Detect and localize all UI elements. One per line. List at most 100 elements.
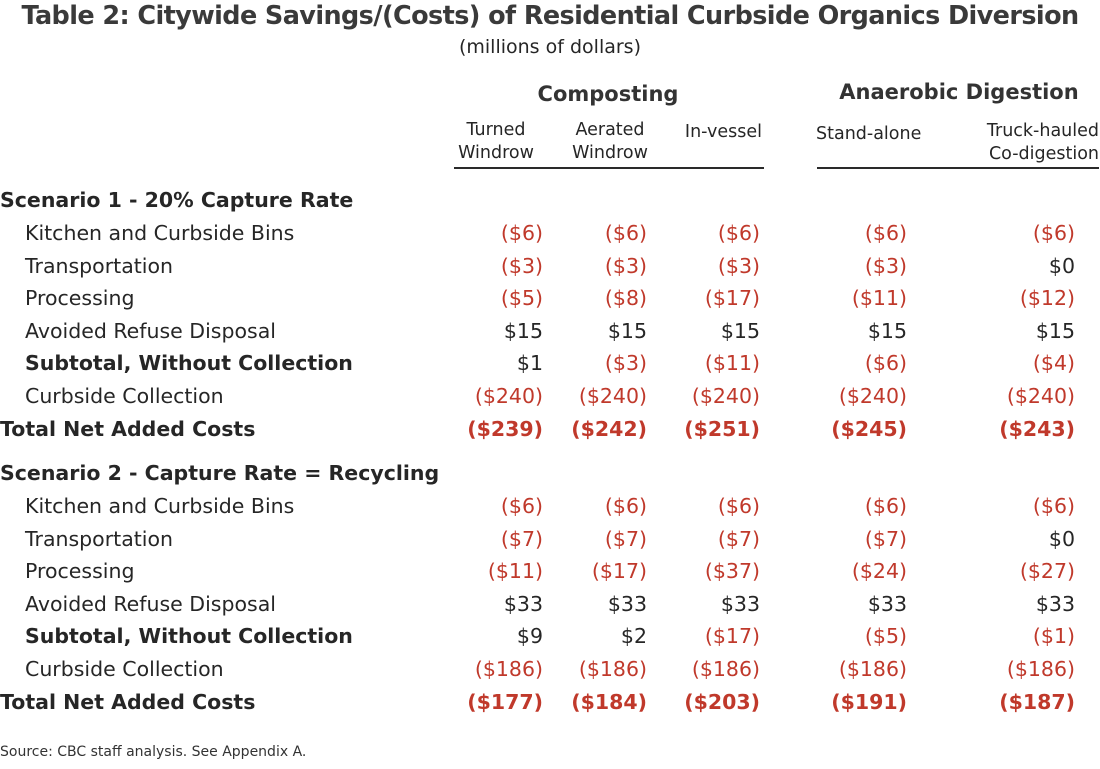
column-header-turned-windrow: Turned Windrow [454, 119, 538, 165]
row-label-total-net-added-costs: Total Net Added Costs [0, 416, 256, 441]
cell-value: ($6) [717, 494, 760, 518]
cell-value: ($239) [467, 416, 543, 441]
column-header-line1: Aerated [575, 120, 645, 140]
header-rule-composting [454, 167, 764, 169]
cell-value: ($6) [604, 221, 647, 245]
table-row: Subtotal, Without Collection $9 $2 ($17) ($5… [0, 624, 1100, 656]
cell-value: $15 [1035, 318, 1075, 343]
cell-value: ($251) [684, 416, 760, 441]
cell-value: ($240) [474, 384, 543, 408]
cell-value: ($203) [684, 689, 760, 714]
cell-value: ($186) [578, 657, 647, 681]
cell-value: ($6) [717, 221, 760, 245]
cell-value: $15 [503, 318, 543, 343]
cell-value: $9 [516, 624, 543, 649]
cell-value: ($11) [704, 351, 760, 376]
row-label-avoided-refuse-disposal: Avoided Refuse Disposal [25, 318, 276, 343]
row-label-transportation: Transportation [25, 526, 174, 551]
cell-value: ($12) [1019, 286, 1075, 311]
cell-value: ($7) [604, 526, 647, 551]
cell-value: $33 [503, 591, 543, 616]
column-header-in-vessel: In-vessel [680, 121, 762, 144]
cell-value: ($6) [864, 221, 907, 245]
cell-value: $0 [1048, 526, 1075, 551]
column-header-line1: Turned [466, 120, 526, 140]
cell-value: ($27) [1019, 559, 1075, 584]
cell-value: ($17) [704, 624, 760, 649]
cell-value: ($186) [474, 657, 543, 681]
cell-value: ($245) [831, 416, 907, 441]
column-header-line2: Windrow [458, 143, 534, 163]
cell-value: ($4) [1032, 351, 1075, 376]
row-label-processing: Processing [25, 559, 135, 584]
column-header-line2: In-vessel [684, 122, 762, 142]
cell-value: ($6) [500, 221, 543, 245]
cell-value: ($243) [999, 416, 1075, 441]
table-row: Kitchen and Curbside Bins ($6) ($6) ($6) ($6… [0, 221, 1100, 253]
row-label-kitchen-and-curbside-bins: Kitchen and Curbside Bins [25, 494, 295, 518]
row-label-subtotal-without-collection: Subtotal, Without Collection [25, 624, 353, 649]
cell-value: ($3) [604, 351, 647, 376]
cell-value: ($5) [500, 286, 543, 311]
cell-value: ($6) [1032, 494, 1075, 518]
cell-value: ($17) [591, 559, 647, 584]
cell-value: ($186) [691, 657, 760, 681]
cell-value: ($1) [1032, 624, 1075, 649]
group-header-composting: Composting [537, 82, 679, 106]
cell-value: ($11) [851, 286, 907, 311]
table-row: Total Net Added Costs ($177) ($184) ($203) (… [0, 690, 1100, 722]
cell-value: ($7) [717, 526, 760, 551]
cell-value: $0 [1048, 253, 1075, 278]
scenario2-heading: Scenario 2 - Capture Rate = Recycling [0, 461, 440, 485]
cell-value: $15 [720, 318, 760, 343]
cell-value: $33 [1035, 591, 1075, 616]
cell-value: ($7) [500, 526, 543, 551]
group-header-anaerobic-digestion: Anaerobic Digestion [839, 80, 1079, 104]
source-note: Source: CBC staff analysis. See Appendix… [0, 744, 307, 760]
scenario2-heading-row: Scenario 2 - Capture Rate = Recycling [0, 461, 1100, 493]
table-row: Subtotal, Without Collection $1 ($3) ($11) (… [0, 351, 1100, 383]
table-subtitle: (millions of dollars) [458, 36, 641, 58]
column-header-stand-alone: Stand-alone [816, 123, 926, 146]
table-row: Curbside Collection ($240) ($240) ($240) ($2… [0, 384, 1100, 416]
row-label-avoided-refuse-disposal: Avoided Refuse Disposal [25, 591, 276, 616]
row-label-total-net-added-costs: Total Net Added Costs [0, 689, 256, 714]
column-header-line2: Co-digestion [988, 144, 1099, 164]
table-row: Total Net Added Costs ($239) ($242) ($251) (… [0, 417, 1100, 449]
cell-value: ($37) [704, 559, 760, 584]
cell-value: $2 [620, 624, 647, 649]
cell-value: ($7) [864, 526, 907, 551]
cell-value: ($3) [604, 253, 647, 278]
table-row: Processing ($11) ($17) ($37) ($24) ($27) [0, 559, 1100, 591]
cell-value: ($191) [831, 689, 907, 714]
row-label-curbside-collection: Curbside Collection [25, 657, 224, 681]
cell-value: ($6) [864, 351, 907, 376]
cell-value: ($3) [864, 253, 907, 278]
cell-value: ($187) [999, 689, 1075, 714]
cell-value: ($6) [604, 494, 647, 518]
cell-value: ($3) [717, 253, 760, 278]
column-header-aerated-windrow: Aerated Windrow [565, 119, 655, 165]
cell-value: ($240) [691, 384, 760, 408]
cell-value: ($242) [571, 416, 647, 441]
cell-value: ($186) [1006, 657, 1075, 681]
column-header-truck-hauled-co-digestion: Truck-hauled Co-digestion [962, 120, 1099, 166]
table-row: Transportation ($7) ($7) ($7) ($7) $0 [0, 527, 1100, 559]
scenario1-heading: Scenario 1 - 20% Capture Rate [0, 188, 354, 212]
cell-value: ($8) [604, 286, 647, 311]
cell-value: ($6) [1032, 221, 1075, 245]
table-title: Table 2: Citywide Savings/(Costs) of Res… [21, 1, 1079, 31]
cell-value: ($6) [500, 494, 543, 518]
cell-value: ($240) [578, 384, 647, 408]
table-row: Avoided Refuse Disposal $15 $15 $15 $15 $15 [0, 319, 1100, 351]
cell-value: ($24) [851, 559, 907, 584]
table-row: Transportation ($3) ($3) ($3) ($3) $0 [0, 254, 1100, 286]
row-label-subtotal-without-collection: Subtotal, Without Collection [25, 351, 353, 376]
cell-value: ($3) [500, 253, 543, 278]
cell-value: $33 [867, 591, 907, 616]
cell-value: $1 [516, 351, 543, 376]
cell-value: $15 [867, 318, 907, 343]
cell-value: ($11) [487, 559, 543, 584]
cell-value: ($6) [864, 494, 907, 518]
row-label-transportation: Transportation [25, 253, 174, 278]
